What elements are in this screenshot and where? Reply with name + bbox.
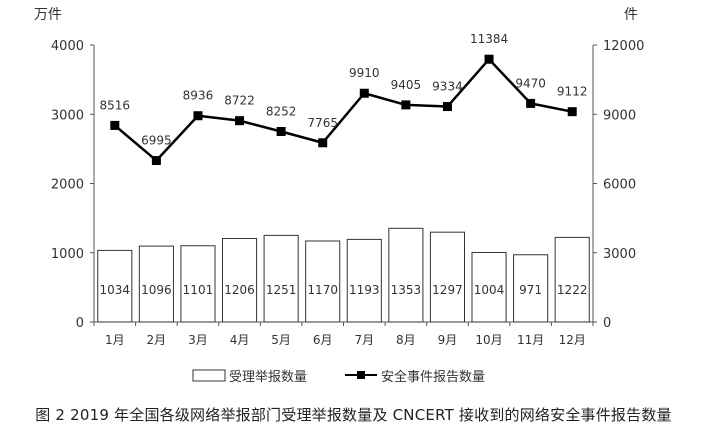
bar-value-label: 1206 bbox=[224, 283, 255, 297]
bar bbox=[221, 237, 258, 323]
legend-line-label: 安全事件报告数量 bbox=[381, 369, 485, 385]
bar-value-label: 1251 bbox=[266, 283, 297, 297]
line-value-label: 8252 bbox=[266, 105, 297, 119]
series-line bbox=[113, 57, 573, 162]
bar bbox=[513, 254, 549, 323]
line-point bbox=[359, 88, 369, 98]
x-tick-label: 11月 bbox=[517, 333, 544, 347]
x-tick-label: 10月 bbox=[475, 333, 502, 347]
bar bbox=[346, 238, 382, 323]
bar-series: 1034 1096 1101 1206 1251 1170 1193 1353 1297 1004… bbox=[97, 227, 590, 323]
right-tick-label: 0 bbox=[603, 316, 611, 331]
figure-caption: 图 2 2019 年全国各级网络举报部门受理举报数量及 CNCERT 接收到的网… bbox=[35, 406, 672, 424]
legend-bar-label: 受理举报数量 bbox=[229, 370, 307, 385]
line-point bbox=[318, 138, 328, 148]
legend-bar-swatch bbox=[192, 369, 226, 382]
line-point bbox=[110, 120, 120, 130]
line-point bbox=[401, 100, 411, 110]
x-tick-label: 2月 bbox=[147, 333, 167, 347]
bar bbox=[263, 234, 299, 323]
bar-value-label: 1101 bbox=[183, 283, 214, 297]
line-value-label: 9112 bbox=[557, 85, 588, 99]
x-tick-label: 5月 bbox=[271, 333, 291, 347]
x-tick-label: 3月 bbox=[188, 333, 208, 347]
bar-value-label: 1193 bbox=[349, 283, 380, 297]
x-tick-label: 7月 bbox=[354, 333, 374, 347]
left-axis-unit: 万件 bbox=[34, 7, 62, 23]
bar-value-label: 1297 bbox=[432, 283, 463, 297]
line-series: 8516 6995 8936 8722 8252 7765 9910 9405 9334 1138… bbox=[100, 32, 588, 166]
line-value-label: 11384 bbox=[470, 32, 508, 46]
bar bbox=[138, 245, 174, 323]
x-tick-label: 12月 bbox=[559, 333, 586, 347]
right-tick-label: 9000 bbox=[603, 108, 636, 123]
x-tick-label: 1月 bbox=[105, 333, 125, 347]
right-tick-label: 12000 bbox=[603, 39, 644, 54]
legend-line-marker bbox=[357, 371, 365, 379]
left-tick-label: 4000 bbox=[51, 39, 84, 54]
x-tick-label: 6月 bbox=[313, 333, 333, 347]
line-point bbox=[526, 98, 536, 108]
line-value-label: 9405 bbox=[391, 78, 422, 92]
x-tick-label: 4月 bbox=[230, 333, 250, 347]
line-point bbox=[235, 116, 245, 126]
right-tick-label: 6000 bbox=[603, 178, 636, 193]
bar-value-label: 1034 bbox=[100, 283, 131, 297]
x-tick-label: 8月 bbox=[396, 333, 416, 347]
bar-value-label: 1353 bbox=[391, 283, 422, 297]
bar bbox=[429, 231, 466, 323]
left-tick-label: 3000 bbox=[51, 108, 84, 123]
line-value-label: 6995 bbox=[141, 134, 172, 148]
line-value-label: 9910 bbox=[349, 66, 380, 80]
x-tick-label: 9月 bbox=[438, 333, 458, 347]
bar bbox=[305, 240, 341, 323]
line-value-label: 8936 bbox=[183, 89, 214, 103]
legend: 受理举报数量 安全事件报告数量 bbox=[192, 369, 485, 385]
line-value-label: 7765 bbox=[307, 116, 338, 130]
line-point bbox=[151, 156, 161, 166]
right-axis-unit: 件 bbox=[624, 7, 638, 23]
bar bbox=[471, 251, 507, 323]
line-point bbox=[567, 107, 577, 117]
right-tick-label: 3000 bbox=[603, 247, 636, 262]
left-tick-label: 0 bbox=[76, 316, 84, 331]
line-point bbox=[484, 54, 494, 64]
bar-value-label: 1170 bbox=[307, 283, 338, 297]
line-point bbox=[442, 102, 452, 112]
line-value-label: 9470 bbox=[515, 76, 546, 90]
left-tick-label: 2000 bbox=[51, 178, 84, 193]
line-value-label: 9334 bbox=[432, 80, 463, 94]
line-value-label: 8516 bbox=[100, 98, 131, 112]
bar-value-label: 971 bbox=[519, 283, 542, 297]
bar-value-label: 1096 bbox=[141, 283, 172, 297]
line-value-label: 8722 bbox=[224, 94, 255, 108]
bar-value-label: 1004 bbox=[474, 283, 505, 297]
bar bbox=[554, 236, 590, 323]
left-tick-label: 1000 bbox=[51, 247, 84, 262]
bar bbox=[97, 249, 133, 323]
line-point bbox=[276, 127, 286, 137]
axes: 0 1000 2000 3000 4000 0 3000 6000 9000 12000 1月 2月 3… bbox=[51, 39, 644, 347]
bar bbox=[388, 227, 424, 323]
bar-value-label: 1222 bbox=[557, 283, 588, 297]
line-point bbox=[193, 111, 203, 121]
bar bbox=[180, 245, 216, 323]
